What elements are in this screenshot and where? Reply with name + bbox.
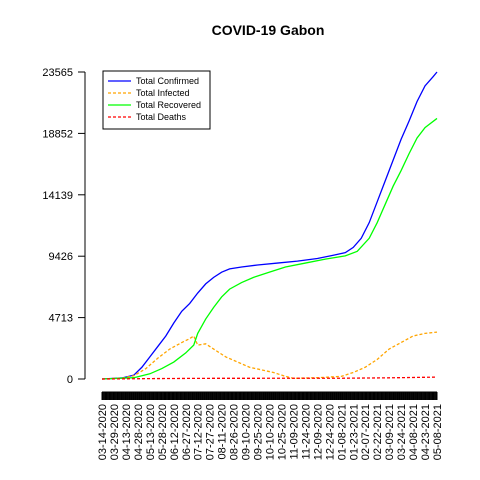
series-line-total-recovered — [101, 117, 438, 380]
x-tick-label: 05-08-2021 — [432, 404, 444, 460]
x-tick-label: 11-24-2020 — [300, 404, 312, 459]
x-tick-label: 06-27-2020 — [181, 404, 193, 460]
legend-label: Total Recovered — [136, 100, 201, 110]
x-tick-label: 09-25-2020 — [253, 404, 265, 460]
y-tick-label: 14139 — [42, 190, 73, 202]
x-tick-label: 07-27-2020 — [205, 404, 217, 460]
x-tick-label: 01-23-2021 — [348, 404, 360, 460]
x-tick-label: 03-29-2020 — [109, 404, 121, 460]
y-tick-label: 23565 — [42, 67, 73, 79]
x-tick-label: 07-12-2020 — [193, 404, 205, 460]
series-layer — [101, 71, 438, 380]
x-tick-label: 04-08-2021 — [408, 404, 420, 460]
x-tick-label: 01-08-2021 — [336, 404, 348, 460]
x-tick-label: 02-07-2021 — [360, 404, 372, 460]
x-axis: 03-14-2020 03-29-2020 04-13-2020 04-28-2020… — [97, 391, 444, 460]
y-tick-label: 9426 — [49, 251, 73, 263]
x-tick-label: 12-09-2020 — [312, 404, 324, 460]
x-tick-label: 03-09-2021 — [384, 404, 396, 460]
y-tick-label: 18852 — [42, 128, 73, 140]
x-tick-label: 04-23-2021 — [420, 404, 432, 460]
legend: Total Confirmed Total Infected Total Recov… — [102, 70, 211, 130]
x-tick-label: 05-13-2020 — [145, 404, 157, 460]
x-tick-label: 03-24-2021 — [396, 404, 408, 460]
x-tick-label: 02-22-2021 — [372, 404, 384, 460]
series-line-total-confirmed — [101, 71, 438, 380]
x-tick-label: 10-10-2020 — [265, 404, 277, 460]
y-tick-label: 0 — [67, 374, 73, 386]
x-tick-label: 10-25-2020 — [276, 404, 288, 460]
x-tick-label: 09-10-2020 — [241, 404, 253, 460]
x-tick-label: 08-11-2020 — [217, 404, 229, 459]
x-tick-label: 11-09-2020 — [288, 404, 300, 459]
x-tick-label: 03-14-2020 — [97, 404, 109, 460]
legend-label: Total Confirmed — [136, 76, 199, 86]
x-tick-label: 06-12-2020 — [169, 404, 181, 460]
x-tick-label: 04-28-2020 — [133, 404, 145, 460]
legend-label: Total Infected — [136, 88, 190, 98]
x-tick-label: 12-24-2020 — [324, 404, 336, 460]
y-axis: 0 4713 9426 14139 18852 23565 — [42, 67, 86, 386]
series-line-total-infected — [101, 331, 438, 380]
y-tick-label: 4713 — [49, 313, 73, 325]
series-line-total-deaths — [101, 376, 438, 380]
x-tick-label: 08-26-2020 — [229, 404, 241, 460]
chart-title: COVID-19 Gabon — [212, 22, 325, 38]
x-tick-label: 05-28-2020 — [157, 404, 169, 460]
legend-label: Total Deaths — [136, 112, 187, 122]
x-tick-label: 04-13-2020 — [121, 404, 133, 460]
